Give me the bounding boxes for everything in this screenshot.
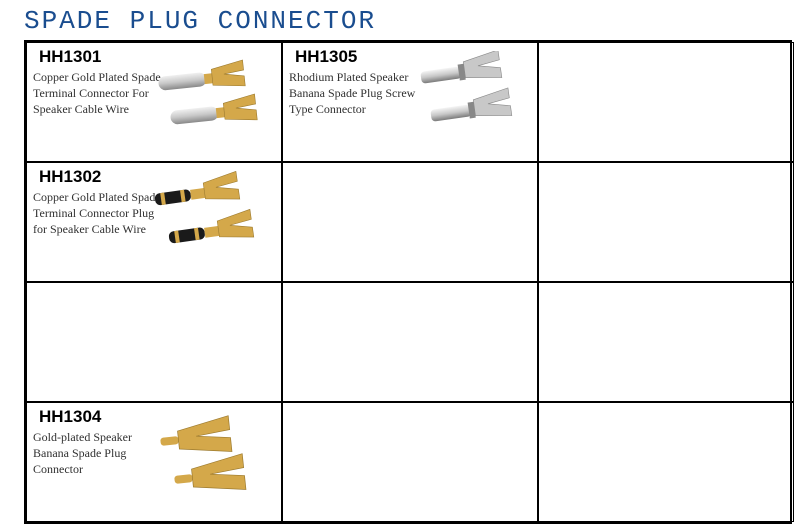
product-image [147,411,277,511]
cell-0-1: HH1305 Rhodium Plated Speaker Banana Spa… [282,42,538,162]
cell-2-2 [538,282,794,402]
product-grid: HH1301 Copper Gold Plated Spade Terminal… [24,40,792,524]
part-description: Rhodium Plated Speaker Banana Spade Plug… [289,69,419,118]
cell-1-0: HH1302 Copper Gold Plated Spade Terminal… [26,162,282,282]
cell-0-2 [538,42,794,162]
part-description: Copper Gold Plated Spade Terminal Connec… [33,189,163,238]
product-image [147,171,277,271]
cell-1-2 [538,162,794,282]
part-description: Copper Gold Plated Spade Terminal Connec… [33,69,163,118]
product-image [403,51,533,151]
part-description: Gold-plated Speaker Banana Spade Plug Co… [33,429,163,478]
cell-3-2 [538,402,794,522]
cell-3-1 [282,402,538,522]
cell-2-0 [26,282,282,402]
page-title: SPADE PLUG CONNECTOR [0,0,800,40]
product-image [147,51,277,151]
cell-2-1 [282,282,538,402]
cell-1-1 [282,162,538,282]
cell-0-0: HH1301 Copper Gold Plated Spade Terminal… [26,42,282,162]
cell-3-0: HH1304 Gold-plated Speaker Banana Spade … [26,402,282,522]
